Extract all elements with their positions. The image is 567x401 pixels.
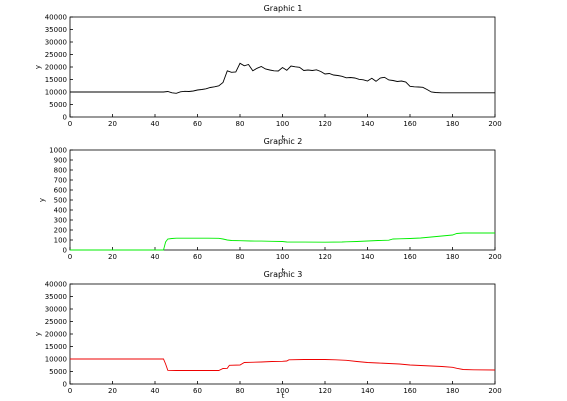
x-tick-label: 200 — [488, 120, 501, 128]
series-line — [70, 358, 496, 371]
y-tick-label: 0 — [63, 114, 67, 122]
x-tick-label: 200 — [488, 387, 501, 395]
y-axis-label: y — [38, 198, 46, 202]
chart-graphic-1: Graphic 1 y t 0 20 40 60 80 100 120 140 160 180 20… — [34, 4, 502, 142]
x-tick-label: 120 — [318, 120, 331, 128]
x-tick-label: 160 — [403, 120, 416, 128]
x-tick-label: 100 — [276, 120, 289, 128]
y-tick-label: 800 — [54, 167, 67, 175]
x-tick-label: 140 — [361, 387, 374, 395]
y-tick-label: 15000 — [45, 76, 67, 84]
x-tick-label: 180 — [446, 253, 459, 261]
y-tick-label: 900 — [54, 157, 67, 165]
chart-title: Graphic 3 — [264, 270, 303, 279]
plot-frame — [69, 149, 496, 251]
x-tick-label: 20 — [108, 387, 117, 395]
x-tick-label: 100 — [276, 387, 289, 395]
x-tick-label: 140 — [361, 120, 374, 128]
x-ticks: 0 20 40 60 80 100 120 140 160 180 200 — [68, 247, 502, 261]
y-tick-label: 200 — [54, 227, 67, 235]
plot-frame — [69, 283, 496, 385]
x-tick-label: 80 — [236, 120, 245, 128]
series-group — [70, 62, 495, 94]
x-tick-label: 20 — [108, 253, 117, 261]
y-tick-label: 30000 — [45, 306, 67, 314]
y-tick-label: 1000 — [49, 147, 67, 155]
y-tick-label: 100 — [54, 237, 67, 245]
x-tick-label: 100 — [276, 253, 289, 261]
x-axis-label: t — [282, 392, 285, 400]
x-tick-label: 140 — [361, 253, 374, 261]
y-axis-label: y — [34, 332, 42, 336]
y-ticks: 0 100 200 300 400 500 600 700 800 900 1000 — [49, 147, 73, 255]
y-tick-label: 20000 — [45, 64, 67, 72]
y-tick-label: 5000 — [49, 101, 67, 109]
x-tick-label: 60 — [193, 253, 202, 261]
y-tick-label: 10000 — [45, 89, 67, 97]
y-tick-label: 600 — [54, 187, 67, 195]
x-tick-label: 40 — [151, 253, 160, 261]
x-tick-label: 0 — [68, 120, 72, 128]
x-tick-label: 160 — [403, 253, 416, 261]
x-tick-label: 80 — [236, 387, 245, 395]
series-group — [70, 232, 495, 251]
x-tick-label: 40 — [151, 120, 160, 128]
x-ticks: 0 20 40 60 80 100 120 140 160 180 200 — [68, 381, 502, 395]
chart-graphic-2: Graphic 2 y t 0 20 40 60 80 100 120 140 160 180 20… — [38, 137, 502, 275]
chart-graphic-3: Graphic 3 y t 0 20 40 60 80 100 120 140 160 180 20… — [34, 270, 502, 400]
y-tick-label: 25000 — [45, 318, 67, 326]
chart-title: Graphic 1 — [264, 4, 303, 13]
y-ticks: 0 5000 10000 15000 20000 25000 30000 35000 40000 — [45, 281, 73, 389]
y-tick-label: 25000 — [45, 51, 67, 59]
y-tick-label: 500 — [54, 197, 67, 205]
y-tick-label: 0 — [63, 381, 67, 389]
y-tick-label: 30000 — [45, 39, 67, 47]
x-tick-label: 20 — [108, 120, 117, 128]
y-tick-label: 400 — [54, 207, 67, 215]
y-tick-label: 300 — [54, 217, 67, 225]
chart-title: Graphic 2 — [264, 137, 303, 146]
y-tick-label: 5000 — [49, 368, 67, 376]
x-tick-label: 160 — [403, 387, 416, 395]
y-tick-label: 15000 — [45, 343, 67, 351]
y-tick-label: 35000 — [45, 26, 67, 34]
x-ticks: 0 20 40 60 80 100 120 140 160 180 200 — [68, 114, 502, 128]
series-group — [70, 358, 496, 371]
x-tick-label: 0 — [68, 253, 72, 261]
y-tick-label: 10000 — [45, 356, 67, 364]
x-tick-label: 60 — [193, 120, 202, 128]
x-tick-label: 180 — [446, 120, 459, 128]
y-tick-label: 20000 — [45, 331, 67, 339]
x-tick-label: 0 — [68, 387, 72, 395]
y-tick-label: 700 — [54, 177, 67, 185]
x-tick-label: 80 — [236, 253, 245, 261]
x-axis-label: t — [282, 134, 285, 142]
y-axis-label: y — [34, 65, 42, 69]
y-tick-label: 40000 — [45, 281, 67, 289]
y-tick-label: 40000 — [45, 14, 67, 22]
x-tick-label: 200 — [488, 253, 501, 261]
x-axis-label: t — [282, 267, 285, 275]
x-tick-label: 120 — [318, 387, 331, 395]
x-tick-label: 60 — [193, 387, 202, 395]
y-tick-label: 0 — [63, 247, 67, 255]
y-ticks: 0 5000 10000 15000 20000 25000 30000 35000 40000 — [45, 14, 73, 122]
series-line — [70, 232, 495, 251]
x-tick-label: 40 — [151, 387, 160, 395]
y-tick-label: 35000 — [45, 293, 67, 301]
x-tick-label: 180 — [446, 387, 459, 395]
series-line — [70, 62, 495, 94]
x-tick-label: 120 — [318, 253, 331, 261]
